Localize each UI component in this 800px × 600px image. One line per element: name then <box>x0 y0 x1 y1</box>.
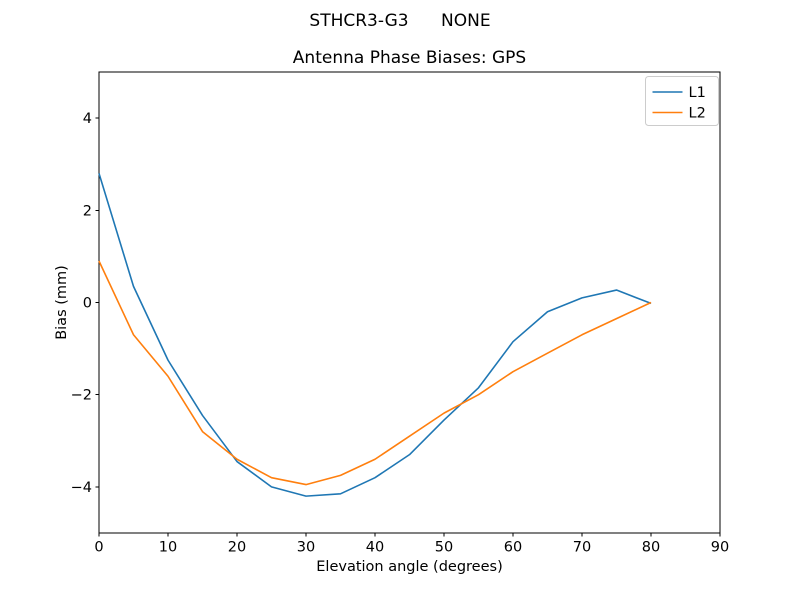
y-tick-label: −4 <box>71 480 92 496</box>
legend-box <box>645 76 719 126</box>
x-tick-label: 50 <box>435 540 453 556</box>
x-tick-label: 20 <box>228 540 246 556</box>
x-tick-label: 30 <box>297 540 315 556</box>
x-tick-label: 10 <box>159 540 177 556</box>
plot-area-frame <box>98 71 721 534</box>
y-tick-label: −2 <box>71 388 92 404</box>
x-tick-label: 90 <box>711 540 729 556</box>
legend-label-l2: L2 <box>689 106 706 122</box>
y-axis-label: Bias (mm) <box>54 265 70 340</box>
x-tick-label: 40 <box>366 540 384 556</box>
x-tick-label: 60 <box>504 540 522 556</box>
y-axis-ticks: −4 −2 0 2 4 <box>71 111 99 496</box>
x-axis-label: Elevation angle (degrees) <box>316 559 502 575</box>
series-line-l1 <box>98 173 652 497</box>
x-tick-label: 0 <box>94 540 103 556</box>
series-line-l2 <box>98 260 652 486</box>
figure-suptitle: STHCR3-G3 NONE <box>309 11 490 31</box>
y-tick-label: 4 <box>83 111 92 127</box>
x-tick-label: 80 <box>642 540 660 556</box>
series-lines <box>98 173 652 497</box>
y-tick-label: 0 <box>83 296 92 312</box>
legend-label-l1: L1 <box>689 85 706 101</box>
x-axis-ticks: 0 10 20 30 40 50 60 70 80 90 <box>94 533 729 556</box>
y-tick-label: 2 <box>83 203 92 219</box>
x-tick-label: 70 <box>573 540 591 556</box>
chart-title: Antenna Phase Biases: GPS <box>293 48 526 68</box>
